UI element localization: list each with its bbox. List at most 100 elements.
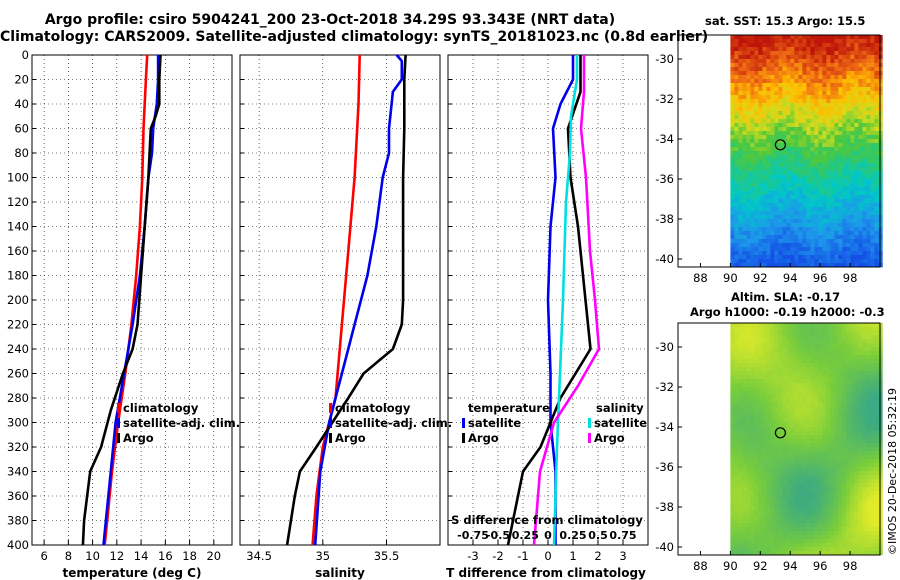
sla-map-cell <box>822 551 827 556</box>
sst-map-cell <box>730 111 735 116</box>
sst-map-cell <box>830 179 835 184</box>
sst-map-cell <box>770 79 775 84</box>
sla-map-cell <box>742 511 747 516</box>
sst-map-cell <box>850 35 855 40</box>
sst-map-cell <box>786 259 791 264</box>
sst-map-cell <box>766 167 771 172</box>
sst-map-cell <box>834 63 839 68</box>
sla-map-cell <box>778 447 783 452</box>
sst-map-cell <box>806 163 811 168</box>
sla-map-cell <box>866 359 871 364</box>
sst-map-cell <box>866 79 871 84</box>
sst-map-cell <box>866 191 871 196</box>
sst-map-cell <box>814 131 819 136</box>
sla-map-cell <box>774 383 779 388</box>
sla-map-cell <box>766 435 771 440</box>
sst-map-cell <box>810 75 815 80</box>
sst-map-cell <box>758 159 763 164</box>
sst-map-cell <box>798 67 803 72</box>
sst-map-cell <box>770 211 775 216</box>
sla-map-cell <box>746 491 751 496</box>
sst-map-cell <box>850 127 855 132</box>
sla-map-cell <box>774 379 779 384</box>
sla-map-cell <box>746 499 751 504</box>
sla-map-cell <box>730 511 735 516</box>
depth-tick-label: 340 <box>7 465 29 479</box>
sst-map-cell <box>762 195 767 200</box>
sst-map-cell <box>850 63 855 68</box>
sla-map-cell <box>842 431 847 436</box>
sst-map-cell <box>786 147 791 152</box>
sla-map-cell <box>730 383 735 388</box>
sla-map-cell <box>854 371 859 376</box>
sst-map-cell <box>862 83 867 88</box>
sla-map-cell <box>830 411 835 416</box>
sla-map-cell <box>770 327 775 332</box>
sst-map-cell <box>786 227 791 232</box>
sst-map-cell <box>754 179 759 184</box>
sla-map-cell <box>802 355 807 360</box>
sst-map-cell <box>750 59 755 64</box>
sst-map-cell <box>878 151 883 156</box>
sla-map-cell <box>866 339 871 344</box>
sla-map-cell <box>878 395 883 400</box>
sla-map-cell <box>858 431 863 436</box>
sla-map-cell <box>786 519 791 524</box>
sst-map-cell <box>870 95 875 100</box>
sla-map-cell <box>858 347 863 352</box>
sst-map-cell <box>770 127 775 132</box>
sla-map-cell <box>846 439 851 444</box>
sst-map-cell <box>802 143 807 148</box>
sst-map-cell <box>874 35 879 40</box>
sst-map-cell <box>878 59 883 64</box>
sst-map-cell <box>874 119 879 124</box>
sst-map-cell <box>838 115 843 120</box>
sst-map-cell <box>830 115 835 120</box>
sst-map-cell <box>806 219 811 224</box>
sst-map-cell <box>870 183 875 188</box>
sst-map-cell <box>810 247 815 252</box>
sla-map-cell <box>842 487 847 492</box>
sla-map-cell <box>794 515 799 520</box>
sst-map-cell <box>794 179 799 184</box>
sla-map-cell <box>730 439 735 444</box>
sst-map-cell <box>854 91 859 96</box>
sla-map-cell <box>838 547 843 552</box>
sst-map-cell <box>850 227 855 232</box>
sst-map-cell <box>734 63 739 68</box>
sst-map-cell <box>862 263 867 268</box>
sst-map-cell <box>754 263 759 268</box>
sla-map-cell <box>878 327 883 332</box>
sst-map-cell <box>762 187 767 192</box>
sla-map-cell <box>818 523 823 528</box>
sla-map-cell <box>870 495 875 500</box>
sst-map-cell <box>794 123 799 128</box>
sst-map-cell <box>870 179 875 184</box>
sst-map-cell <box>854 263 859 268</box>
sla-map-cell <box>826 531 831 536</box>
sla-map-cell <box>810 419 815 424</box>
sla-map-cell <box>822 467 827 472</box>
sla-map-cell <box>782 439 787 444</box>
sla-map-cell <box>762 435 767 440</box>
sla-map-cell <box>742 463 747 468</box>
sst-map-cell <box>814 219 819 224</box>
sst-map-cell <box>802 51 807 56</box>
sst-map-cell <box>814 103 819 108</box>
temp-series-argo <box>81 54 162 546</box>
sla-map-cell <box>818 443 823 448</box>
sst-map-cell <box>874 131 879 136</box>
sst-map-cell <box>814 235 819 240</box>
sst-map-cell <box>862 175 867 180</box>
sst-map-cell <box>822 171 827 176</box>
sla-map-cell <box>766 471 771 476</box>
sla-map-cell <box>742 371 747 376</box>
sst-map-cell <box>850 159 855 164</box>
sla-map-cell <box>870 535 875 540</box>
sla-map-cell <box>862 547 867 552</box>
sla-map-cell <box>786 503 791 508</box>
sla-map-cell <box>846 511 851 516</box>
sst-map-cell <box>802 99 807 104</box>
sal-xlabel: salinity <box>315 566 365 580</box>
sla-map-cell <box>834 483 839 488</box>
